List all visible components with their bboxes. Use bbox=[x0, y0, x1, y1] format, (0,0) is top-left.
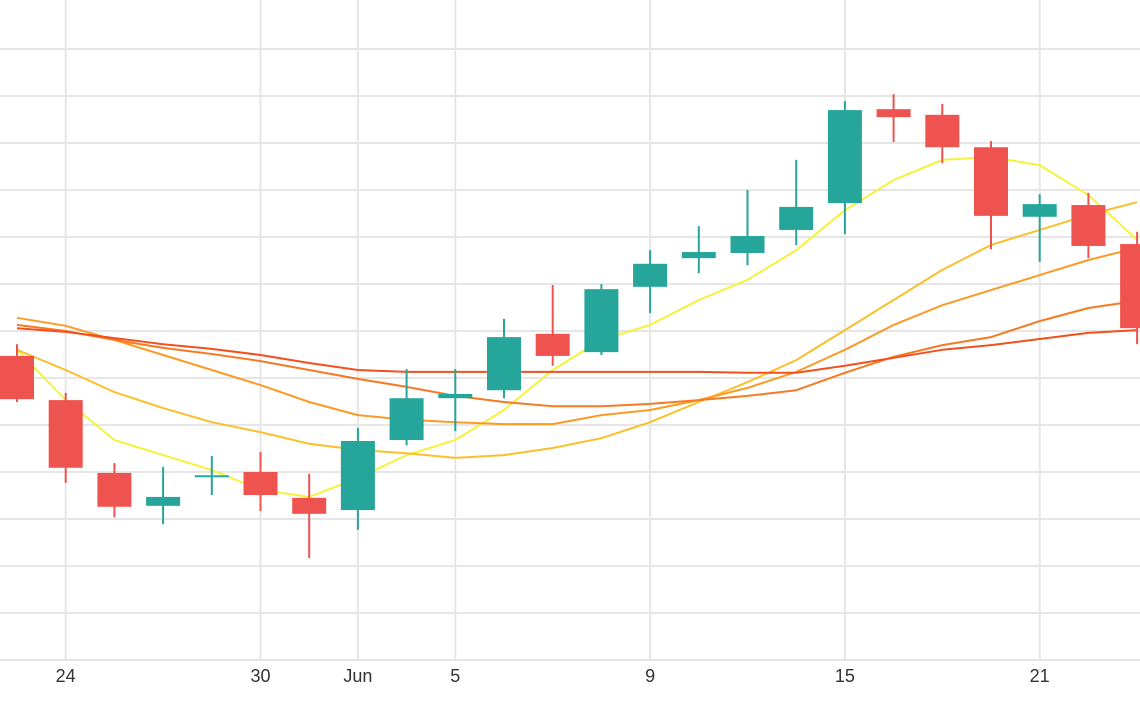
x-tick-label: 21 bbox=[1030, 666, 1050, 686]
candle-body bbox=[1120, 244, 1140, 329]
x-tick-label: Jun bbox=[343, 666, 372, 686]
candle-body bbox=[1022, 204, 1057, 217]
candle-body bbox=[730, 236, 765, 253]
candle-body bbox=[681, 252, 716, 259]
candle-body bbox=[633, 263, 668, 287]
ma-line bbox=[16, 299, 1138, 408]
x-tick-label: 24 bbox=[56, 666, 76, 686]
candle-body bbox=[925, 114, 960, 148]
candle-body bbox=[827, 110, 862, 204]
candle-body bbox=[243, 472, 278, 496]
candle-body bbox=[0, 355, 34, 400]
candle-body bbox=[779, 206, 814, 230]
candle-body bbox=[438, 393, 473, 399]
candle-body bbox=[974, 147, 1008, 216]
candle-body bbox=[48, 400, 83, 468]
x-tick-label: 5 bbox=[450, 666, 460, 686]
candle-body bbox=[1071, 205, 1106, 246]
ma-line bbox=[16, 327, 1138, 374]
candle-body bbox=[487, 337, 521, 391]
candle-body bbox=[146, 496, 181, 506]
ma-line bbox=[16, 246, 1138, 426]
x-tick-label: 9 bbox=[645, 666, 655, 686]
x-tick-label: 15 bbox=[835, 666, 855, 686]
candle-body bbox=[194, 475, 229, 478]
ma-line bbox=[16, 156, 1138, 498]
candle-body bbox=[389, 398, 424, 441]
candle-body bbox=[584, 289, 619, 353]
candle-body bbox=[876, 109, 911, 118]
candle-body bbox=[292, 497, 327, 514]
candle-body bbox=[97, 472, 132, 507]
candle-body bbox=[340, 440, 375, 511]
ma-line bbox=[16, 201, 1138, 459]
x-tick-label: 30 bbox=[250, 666, 270, 686]
candle-body bbox=[535, 333, 570, 356]
